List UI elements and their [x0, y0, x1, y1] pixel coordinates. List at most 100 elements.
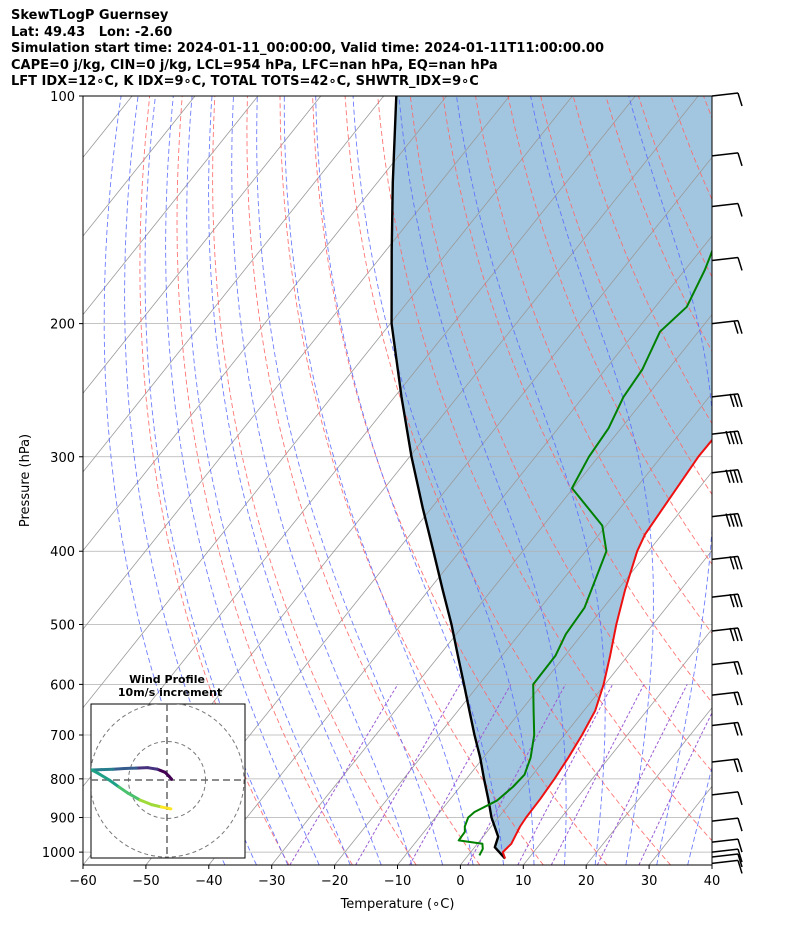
dry-adiabat — [540, 96, 712, 496]
hodograph-trace — [107, 778, 121, 789]
isotherm-gridline — [83, 96, 196, 237]
dewpoint-line — [457, 249, 712, 856]
wind-barb — [711, 721, 743, 736]
dry-adiabat — [703, 96, 712, 120]
moist-adiabat — [231, 96, 413, 865]
y-tick-label: 500 — [50, 619, 75, 634]
x-tick-label: 20 — [578, 874, 595, 889]
moist-adiabat — [315, 96, 504, 865]
wind-barb — [711, 660, 743, 675]
simulation-times: Simulation start time: 2024-01-11_00:00:… — [11, 41, 604, 57]
hodograph-trace — [111, 766, 127, 771]
temperature-line — [501, 438, 712, 859]
dry-adiabat — [769, 96, 794, 865]
hodograph-ring — [91, 704, 245, 858]
x-tick-label: −50 — [132, 874, 159, 889]
hodograph-title: Wind Profile — [129, 673, 205, 686]
isotherm-gridline — [145, 156, 712, 865]
hodograph-subtitle: 10m/s increment — [118, 686, 222, 699]
wind-barb — [711, 627, 743, 642]
hodograph-frame — [90, 703, 246, 859]
x-tick-label: −20 — [321, 874, 348, 889]
instability-indices: CAPE=0 j/kg, CIN=0 j/kg, LCL=954 hPa, LF… — [11, 57, 498, 73]
moist-adiabat — [256, 96, 444, 865]
mixing-ratio-line — [409, 684, 512, 865]
isotherm-gridline — [460, 549, 712, 865]
isotherm-gridline — [711, 864, 712, 865]
x-tick-label: 10 — [515, 874, 532, 889]
wind-barb — [711, 202, 743, 217]
moist-adiabat — [628, 96, 712, 865]
isotherm-gridline — [522, 628, 712, 865]
moist-adiabat — [398, 96, 567, 865]
wind-barb — [711, 853, 743, 868]
isotherm-gridline — [83, 96, 385, 473]
y-tick-label: 100 — [50, 90, 75, 105]
wind-barb — [711, 92, 743, 107]
dry-adiabat — [212, 96, 417, 865]
moist-adiabat — [456, 96, 606, 865]
wind-barb — [711, 838, 743, 853]
isotherm-gridline — [271, 313, 712, 865]
moist-adiabat — [144, 96, 289, 865]
mixing-ratio-line — [596, 684, 688, 865]
mixing-ratio-line — [550, 684, 645, 865]
wind-barb — [711, 555, 743, 570]
hodograph-trace — [146, 766, 159, 771]
dry-adiabat — [736, 96, 794, 865]
dry-adiabat — [139, 96, 290, 865]
moist-adiabat — [352, 96, 535, 865]
y-tick-label: 700 — [50, 729, 75, 744]
station-coordinates: Lat: 49.43 Lon: -2.60 — [11, 24, 173, 40]
wind-barb — [711, 319, 743, 334]
wind-barb — [711, 758, 743, 773]
isotherm-gridline — [83, 96, 322, 394]
isotherm-gridline — [397, 471, 712, 865]
dry-adiabat — [507, 96, 712, 565]
wind-barb — [711, 848, 743, 863]
y-tick-label: 600 — [50, 678, 75, 693]
hodograph-trace — [127, 791, 142, 802]
x-tick-label: −40 — [195, 874, 222, 889]
wind-barb — [711, 817, 743, 832]
dry-adiabat — [279, 96, 544, 865]
mixing-ratio-line — [638, 711, 712, 865]
y-tick-label: 800 — [50, 773, 75, 788]
mixing-ratio-line — [517, 684, 614, 865]
dry-adiabat — [246, 96, 481, 865]
mixing-ratio-line — [289, 684, 399, 865]
wind-barb — [711, 593, 743, 608]
wind-barb — [711, 512, 743, 527]
parcel-area-shading — [391, 96, 712, 859]
wind-barb — [711, 691, 743, 706]
wind-barb — [711, 152, 743, 167]
wind-barb — [711, 469, 743, 484]
parcel-path-line — [390, 96, 506, 860]
isotherm-gridline — [585, 707, 712, 865]
moist-adiabat — [165, 96, 320, 865]
wind-barb — [711, 393, 743, 408]
chart-title: SkewTLogP Guernsey — [11, 8, 169, 23]
isotherm-gridline — [83, 96, 510, 630]
stability-indices: LFT IDX=12∘C, K IDX=9∘C, TOTAL TOTS=42∘C… — [11, 74, 479, 90]
chart-header: SkewTLogP Guernsey Lat: 49.43 Lon: -2.60… — [11, 8, 604, 91]
hodograph-trace — [117, 785, 130, 795]
moist-adiabat — [186, 96, 351, 865]
y-tick-label: 200 — [50, 318, 75, 333]
hodograph-trace — [150, 803, 163, 809]
x-tick-label: −60 — [69, 874, 96, 889]
y-tick-label: 900 — [50, 812, 75, 827]
y-axis-label: Pressure (hPa) — [18, 434, 33, 527]
hodograph-trace — [96, 771, 111, 782]
hodograph-trace — [138, 798, 154, 807]
dry-adiabat — [312, 96, 608, 865]
isotherm-gridline — [334, 392, 712, 865]
x-tick-label: 0 — [456, 874, 464, 889]
y-tick-label: 300 — [50, 451, 75, 466]
x-tick-label: −30 — [258, 874, 285, 889]
dry-adiabat — [176, 96, 353, 865]
x-tick-label: 30 — [641, 874, 658, 889]
y-tick-label: 400 — [50, 545, 75, 560]
moist-adiabat — [208, 96, 382, 865]
